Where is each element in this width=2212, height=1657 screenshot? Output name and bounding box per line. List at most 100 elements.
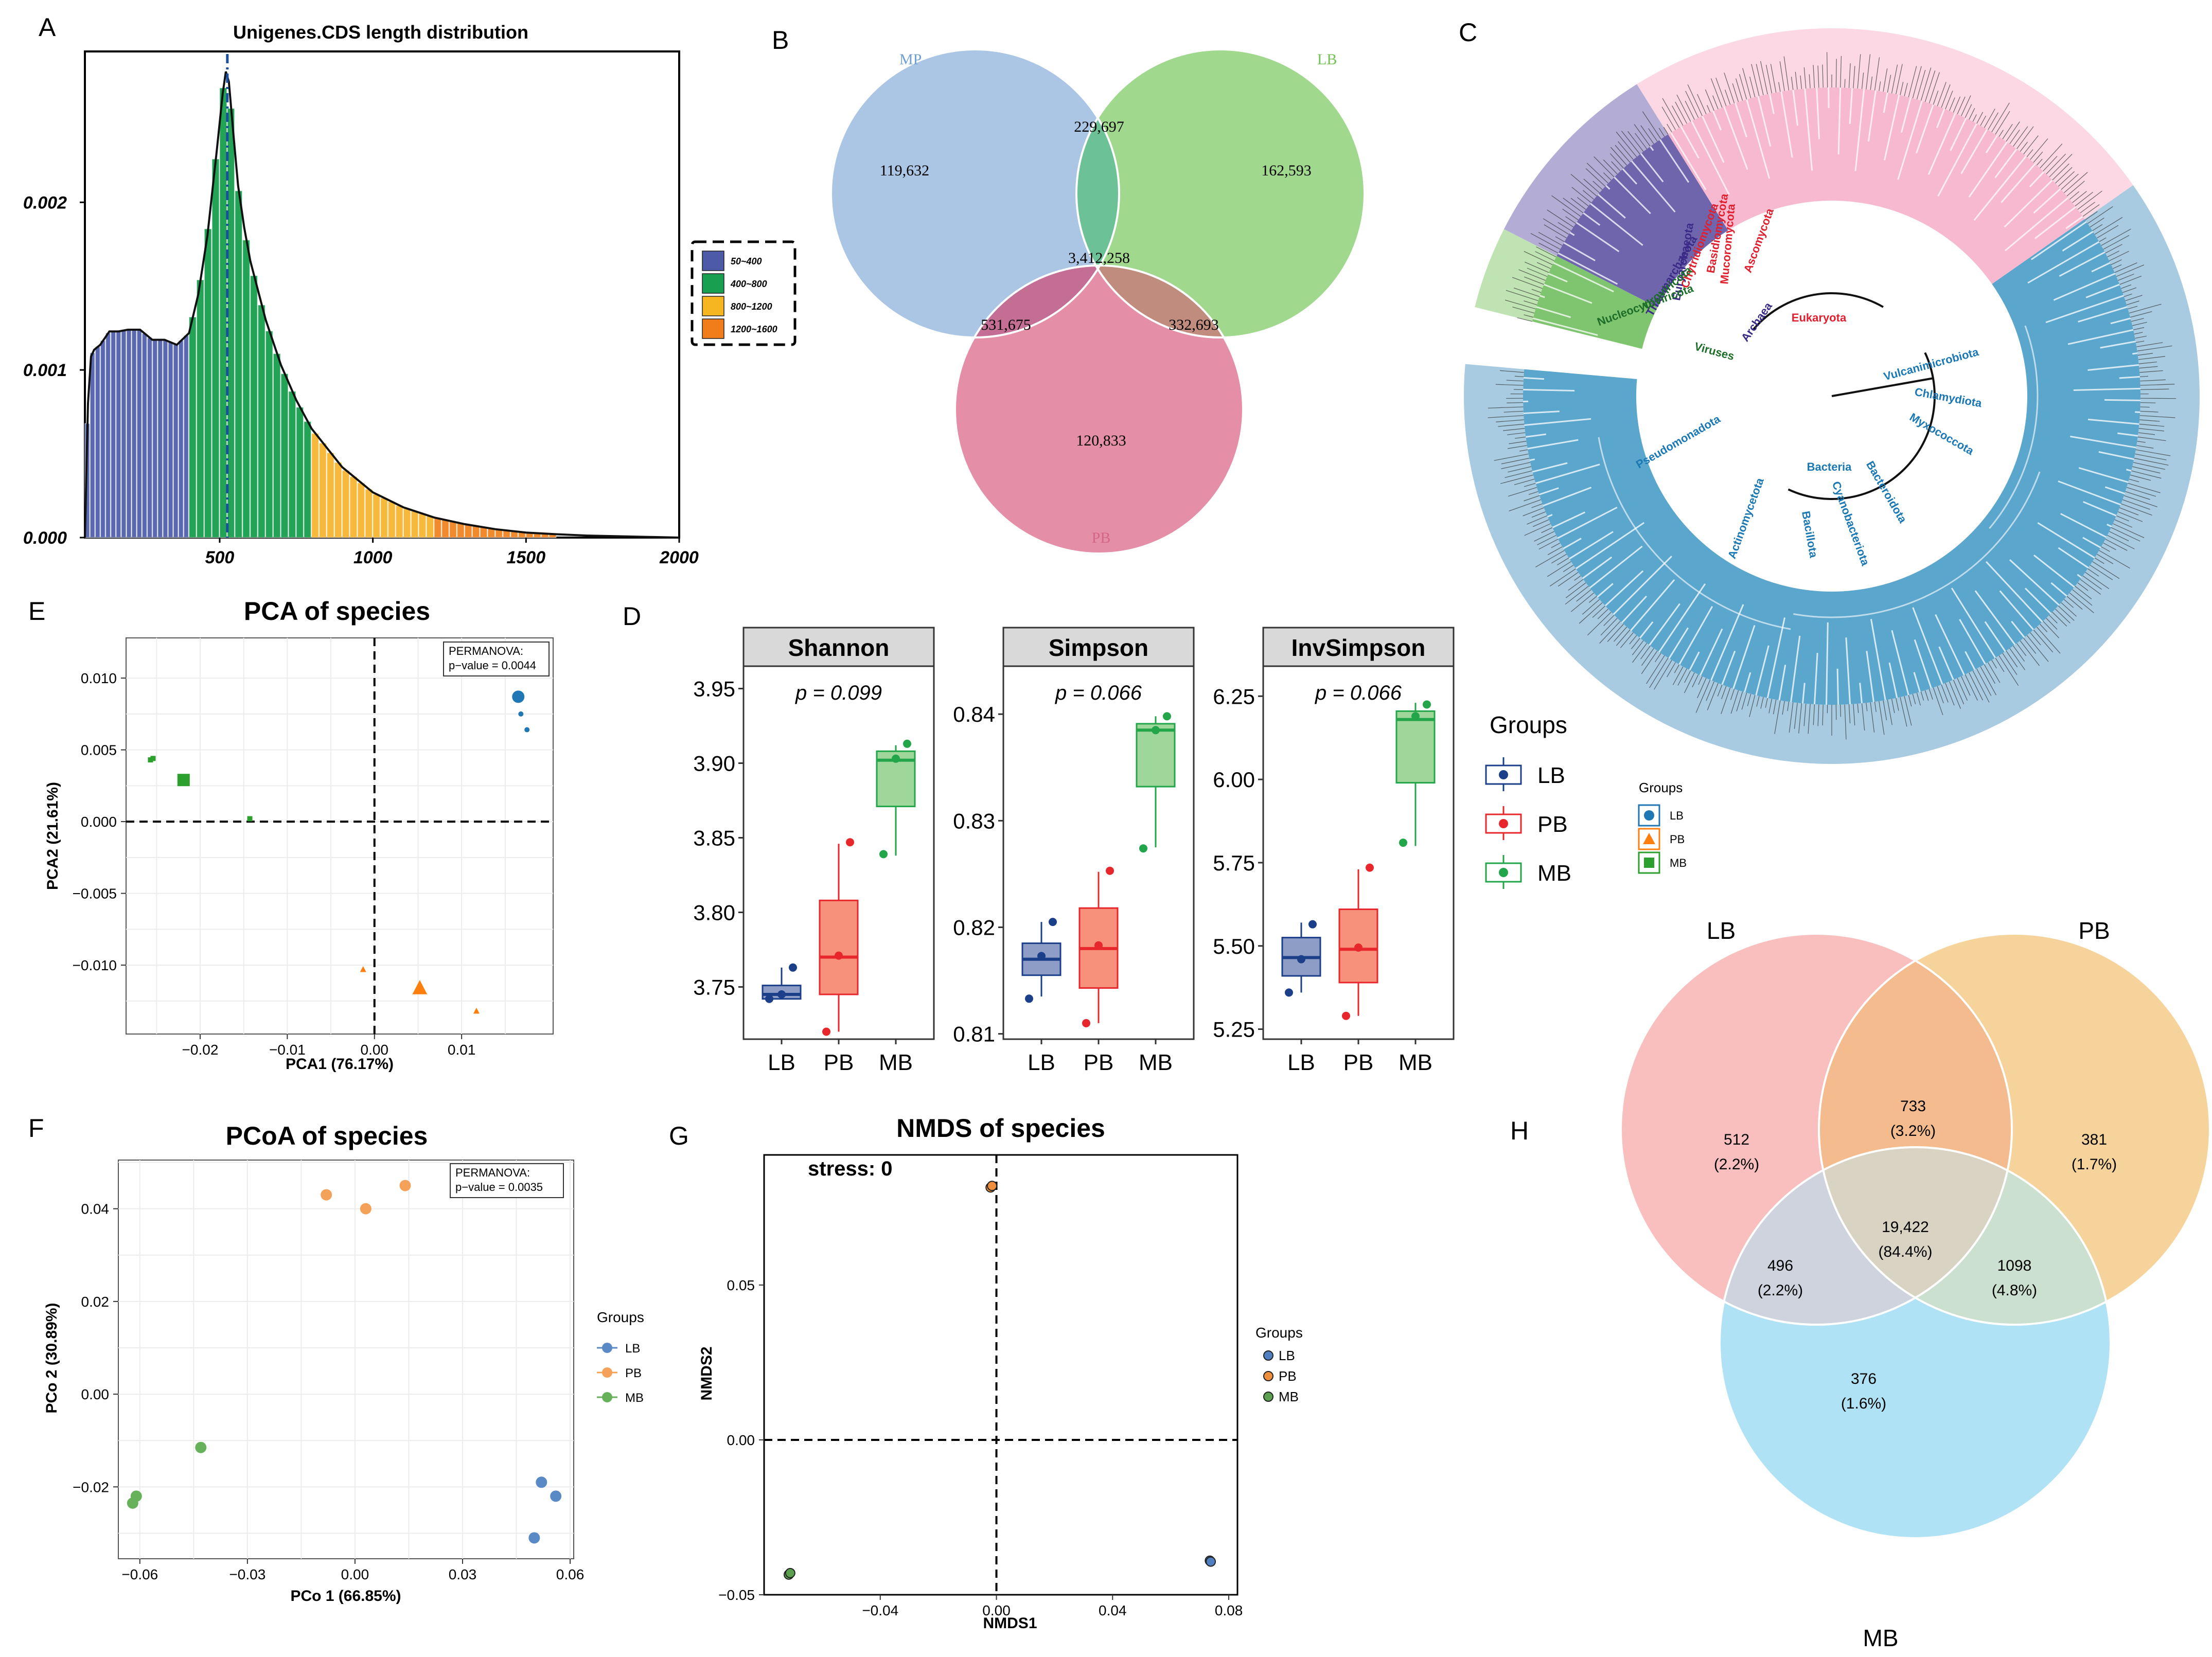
tree-leaf [1538,242,1559,254]
scatter-point [473,1007,480,1014]
tree-leaf [1507,432,1526,435]
tree-leaf [2006,121,2020,142]
tree-leaf [1945,683,1955,706]
tree-leaf [1565,216,1576,224]
tree-leaf [2133,327,2145,330]
histogram-bar [95,346,101,538]
venn-h-percent: (1.7%) [2072,1156,2117,1173]
box-point [1411,712,1420,721]
tree-leaf [1610,147,1627,166]
scatter-point [550,1490,562,1502]
tree-leaf [2052,612,2067,627]
x-tick-label: 0.00 [361,1042,389,1058]
tree-leaf [2072,191,2087,203]
tree-leaf [2066,596,2083,610]
panel-e-permanova-pvalue: p−value = 0.0044 [449,659,536,672]
legend-label: MB [625,1391,644,1405]
tree-branch [1576,222,1620,253]
tree-leaf [2140,379,2166,382]
tree-branch [1884,95,1900,161]
tree-leaf [2061,602,2077,617]
tree-leaf [1603,159,1618,174]
tree-leaf [2030,632,2041,646]
tree-leaf [1541,527,1553,533]
venn-h-outline-mb [1719,1146,2112,1539]
y-tick-label: 0.81 [953,1022,995,1046]
y-tick-label: 0.00 [81,1386,110,1402]
histogram-bar [257,305,266,538]
tree-branch [2058,480,2121,506]
tree-leaf [2128,306,2138,310]
tree-leaf [1908,695,1912,707]
panel-g-xlabel: NMDS1 [983,1615,1037,1632]
tree-leaf [1524,300,1537,306]
legend-swatch [702,273,724,294]
tree-leaf [1803,703,1807,726]
box-point [879,850,888,859]
legend-label: PB [1670,833,1685,846]
tree-leaf [1551,554,1567,564]
tree-leaf [1760,61,1768,95]
tree-branch [2009,559,2060,606]
tree-leaf [1488,415,1524,418]
tree-leaf [1904,696,1912,726]
legend-label: 800~1200 [731,301,772,312]
legend-marker [602,1392,612,1402]
venn-b-count-pb-only: 120,833 [1076,432,1126,449]
tree-leaf [1840,56,1842,88]
venn-b-count-mp-pb: 531,675 [981,316,1031,333]
panel-letter-c: C [1459,18,1477,47]
tree-leaf [1791,77,1794,90]
tree-branch [1746,99,1771,179]
legend-marker [1643,833,1655,844]
tree-leaf [2137,345,2172,351]
tree-branch [2001,163,2036,203]
legend-label: 50~400 [731,256,762,266]
panel-g-plot-area [763,1154,1238,1596]
tree-leaf [1535,251,1554,261]
tree-leaf [1538,232,1563,246]
tree-leaf [2085,572,2110,589]
tree-leaf [2043,620,2059,638]
tree-leaf [2092,224,2103,231]
tree-leaf [2123,495,2157,507]
legend-marker [602,1343,612,1353]
tree-leaf [1861,703,1865,731]
tree-leaf [1648,128,1658,142]
tree-leaf [1685,100,1695,120]
tree-leaf [1817,65,1819,88]
tree-leaf [1857,54,1861,89]
tree-branch [2025,587,2051,614]
tree-leaf [1924,70,1936,102]
box-point [822,1027,830,1036]
histogram-bar [296,406,304,538]
tree-branch [1527,439,1579,450]
tree-leaf [1495,384,1524,386]
tree-leaf [2132,466,2161,474]
tree-leaf [1803,67,1807,89]
tree-leaf [1969,672,1984,701]
facet-strip [1002,627,1195,667]
legend-label: 400~800 [730,279,767,289]
tree-branch [1888,662,1898,698]
tree-leaf [1677,668,1687,686]
tree-leaf [2023,637,2037,654]
tree-leaf [1524,261,1549,273]
x-tick-label: 0.06 [556,1566,585,1582]
tree-leaf [1933,91,1939,105]
tree-leaf [2129,478,2139,483]
tree-leaf [2016,643,2027,656]
legend-label: LB [1537,763,1565,788]
tree-leaf [1514,478,1535,485]
tree-leaf [1587,612,1612,636]
legend-label: MB [1670,857,1687,869]
tree-leaf [1883,700,1887,721]
tree-leaf [1747,693,1751,706]
tree-arc [1598,437,1791,630]
panel-a-legend: 50~400 400~800 800~1200 1200~1600 [691,240,797,346]
tree-leaf [2133,462,2166,470]
y-tick-label: 0.83 [953,809,995,833]
tree-leaf [1599,620,1621,644]
x-tick-label: 500 [205,548,235,567]
tree-leaf [1984,664,1995,684]
